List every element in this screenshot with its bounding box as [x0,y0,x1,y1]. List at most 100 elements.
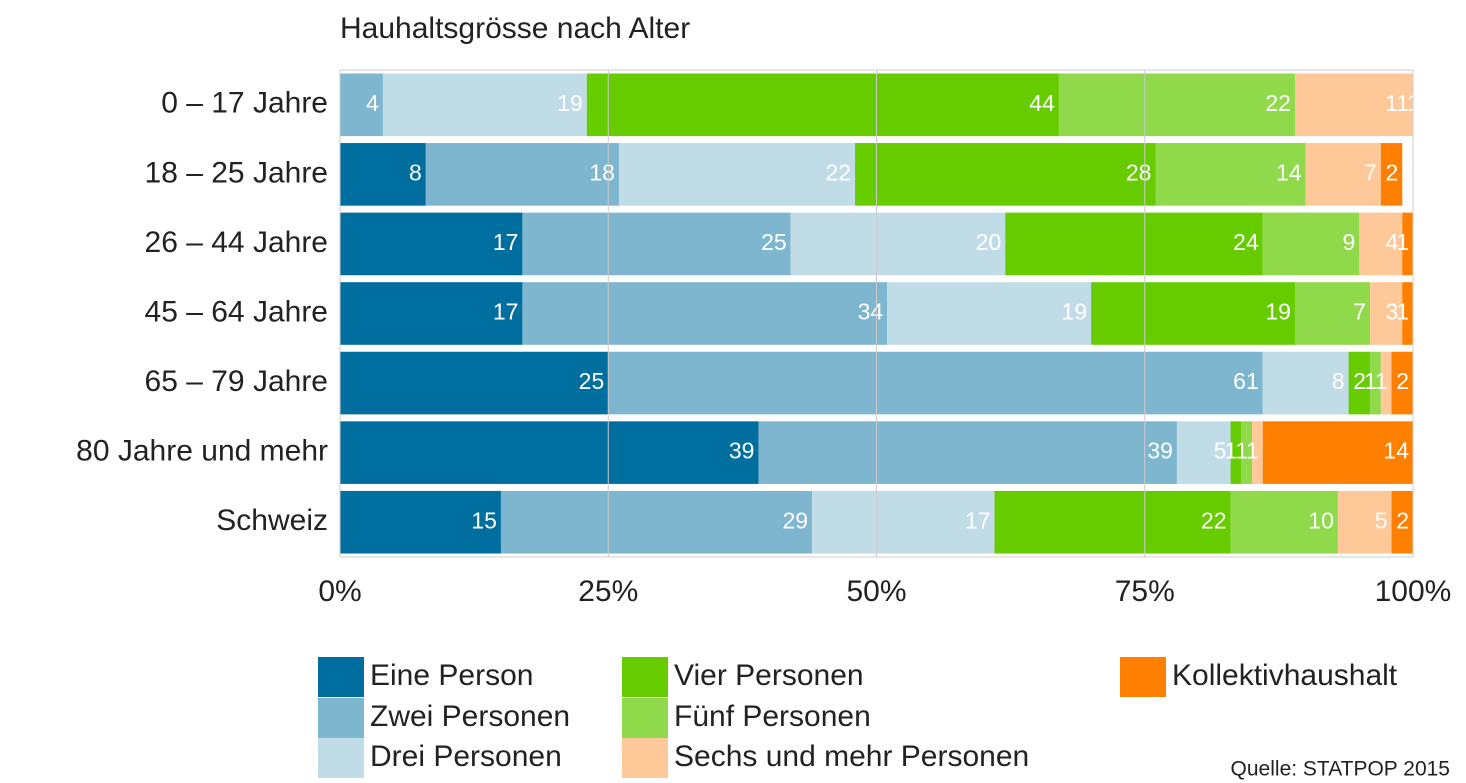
bar-segment [1252,421,1263,484]
data-label: 8 [409,159,422,185]
bar-segment [1380,351,1392,415]
bar-segment [340,212,523,276]
data-label: 4 [366,90,379,116]
data-label: 2 [1353,368,1366,394]
legend-swatch [318,738,364,778]
data-label: 19 [1265,299,1291,325]
data-label: 1 [1235,438,1248,464]
bar-segment [790,212,1006,276]
legend-label: Zwei Personen [370,700,570,733]
bar-segment [994,490,1231,554]
legend-swatch [318,657,364,697]
bar-segment [340,490,501,554]
bar-segment [586,73,1059,137]
bar-segment [1391,490,1413,554]
data-label: 17 [493,229,519,255]
bar-segment [340,421,759,484]
y-tick-label: Schweiz [216,504,328,537]
y-tick-label: 65 – 79 Jahre [145,365,328,398]
bar-segment [1294,73,1413,137]
x-tick-label: 100% [1375,575,1452,608]
data-label: 1 [1375,368,1388,394]
x-tick-label: 25% [578,575,638,608]
legend-swatch [318,698,364,738]
data-label: 7 [1353,299,1366,325]
y-tick-label: 80 Jahre und mehr [76,435,328,468]
data-label: 24 [1233,229,1259,255]
bar-segment [812,490,995,554]
data-label: 14 [1383,438,1409,464]
data-label: 19 [557,90,583,116]
data-label: 10 [1308,507,1334,533]
bar-segment [1380,143,1403,206]
data-label: 25 [761,229,787,255]
data-label: 2 [1396,368,1409,394]
x-tick-label: 0% [318,575,361,608]
y-tick-label: 45 – 64 Jahre [145,295,328,328]
data-label: 1 [1407,90,1420,116]
legend-swatch [622,698,668,738]
bar-segment [608,351,1263,415]
bar-segment [1402,212,1413,276]
data-label: 28 [1126,159,1152,185]
y-tick-label: 26 – 44 Jahre [145,226,328,259]
bar-segment [758,421,1177,484]
data-label: 5 [1214,438,1227,464]
data-label: 22 [1265,90,1291,116]
data-label: 2 [1385,159,1398,185]
bar-segment [340,351,609,415]
data-label: 22 [825,159,851,185]
bar-segment [340,73,383,137]
bar-segment [522,212,791,276]
bar-segment [522,282,888,345]
bar-segment [1337,490,1392,554]
y-tick-label: 18 – 25 Jahre [145,156,328,189]
data-label: 7 [1364,159,1377,185]
bar-segment [1155,143,1306,206]
y-tick-label: 0 – 17 Jahre [161,87,328,120]
bar-segment [1413,73,1424,136]
data-label: 3 [1385,299,1398,325]
bar-segment [1402,282,1413,345]
x-tick-label: 75% [1115,575,1175,608]
bar-segment [1391,351,1413,415]
bar-segment [340,143,426,206]
data-label: 29 [783,507,809,533]
bar-segment [1348,351,1371,415]
data-label: 4 [1385,229,1398,255]
bar-segment [500,490,813,554]
legend-label: Eine Person [370,659,533,692]
bar-segment [1262,212,1360,276]
chart-title: Hauhaltsgrösse nach Alter [340,12,690,45]
bar-segment [1230,421,1242,484]
data-label: 22 [1201,507,1227,533]
legend-swatch [622,738,668,778]
data-label: 25 [579,368,605,394]
bar-segment [1005,212,1263,276]
data-label: 1 [1364,368,1377,394]
bar-segment [1230,490,1338,554]
data-label: 18 [589,159,615,185]
data-label: 20 [976,229,1002,255]
legend-label: Drei Personen [370,740,562,773]
data-label: 14 [1276,159,1302,185]
data-label: 1 [1225,438,1238,464]
bar-segment [1058,73,1295,137]
data-label: 8 [1332,368,1345,394]
bar-segment [1305,143,1381,206]
source: Quelle: STATPOP 2015 [1231,758,1450,781]
data-label: 19 [1062,299,1088,325]
data-label: 34 [858,299,884,325]
bar-segment [425,143,619,206]
bar-segment [340,282,523,345]
bar-segment [1091,282,1295,345]
x-tick-label: 50% [846,575,906,608]
data-label: 61 [1233,368,1259,394]
data-label: 1 [1246,438,1259,464]
bar-segment [887,282,1092,345]
bar-segment [1262,421,1413,484]
data-label: 15 [471,507,497,533]
legend-swatch [1120,657,1166,697]
legend-label: Vier Personen [674,659,864,692]
